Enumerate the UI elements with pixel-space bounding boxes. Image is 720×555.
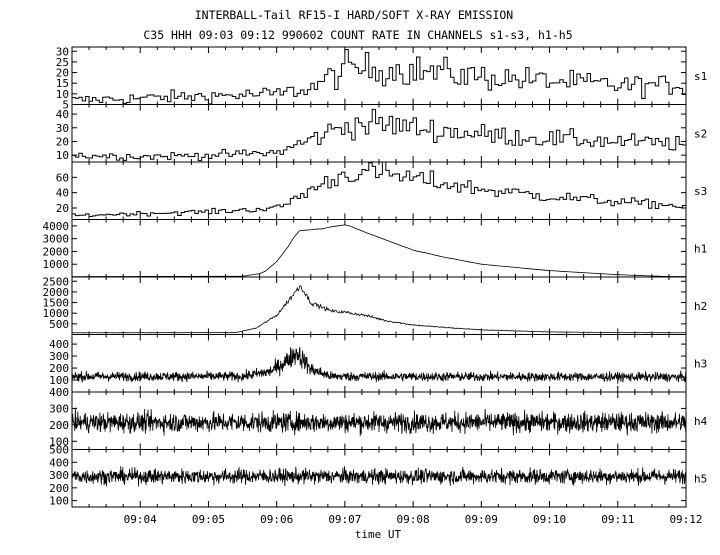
y-tick-label-h4: 300 — [49, 402, 69, 415]
panel-label-s2: s2 — [694, 127, 707, 140]
y-tick-label-s1: 20 — [56, 67, 69, 80]
y-tick-label-s1: 30 — [56, 45, 69, 58]
panel-label-h1: h1 — [694, 242, 707, 255]
y-tick-label-h5: 100 — [49, 495, 69, 508]
y-tick-label-h2: 500 — [49, 318, 69, 331]
x-tick-label: 09:07 — [328, 513, 361, 526]
panel-frame-s3 — [71, 161, 687, 220]
y-tick-label-h5: 300 — [49, 469, 69, 482]
y-tick-label-s2: 20 — [56, 135, 69, 148]
series-s2 — [72, 108, 687, 162]
y-tick-label-h5: 400 — [49, 456, 69, 469]
y-tick-label-h1: 4000 — [43, 220, 70, 233]
panel-label-s3: s3 — [694, 185, 707, 198]
chart-subtitle: C35 HHH 09:03 09:12 990602 COUNT RATE IN… — [143, 28, 572, 42]
y-tick-label-s3: 60 — [56, 171, 69, 184]
x-tick-label: 09:09 — [465, 513, 498, 526]
x-tick-label: 09:12 — [669, 513, 702, 526]
y-tick-label-s1: 5 — [62, 99, 69, 112]
y-tick-label-h4: 200 — [49, 419, 69, 432]
y-tick-label-h1: 3000 — [43, 233, 70, 246]
y-tick-label-h4: 100 — [49, 435, 69, 448]
y-tick-label-h3: 400 — [49, 338, 69, 351]
y-tick-label-s1: 10 — [56, 88, 69, 101]
chart-title: INTERBALL-Tail RF15-I HARD/SOFT X-RAY EM… — [195, 8, 514, 22]
y-tick-label-h2: 2000 — [43, 286, 70, 299]
series-h4 — [71, 407, 687, 437]
panel-label-h5: h5 — [694, 472, 707, 485]
panel-label-h2: h2 — [694, 300, 707, 313]
y-tick-label-h2: 2500 — [43, 275, 70, 288]
panel-h4: 100 200 300 400 h4 — [49, 386, 708, 450]
panel-label-h4: h4 — [694, 415, 708, 428]
series-s3 — [72, 161, 687, 218]
y-tick-label-h5: 500 — [49, 444, 69, 457]
series-s1 — [72, 49, 687, 105]
panel-frame-h2 — [71, 276, 687, 335]
series-h5 — [71, 466, 687, 487]
panel-s3: 20 40 60 s3 — [56, 161, 707, 220]
y-tick-label-s1: 25 — [56, 56, 69, 69]
y-tick-label-h2: 1500 — [43, 297, 70, 310]
series-h3 — [71, 347, 687, 384]
series-h1 — [71, 224, 686, 278]
y-tick-label-h3: 200 — [49, 362, 69, 375]
y-tick-label-s2: 30 — [56, 122, 69, 135]
x-tick-label: 09:04 — [124, 513, 157, 526]
y-tick-label-s3: 20 — [56, 202, 69, 215]
x-axis-label: time UT — [355, 528, 402, 541]
y-tick-label-h2: 1000 — [43, 307, 70, 320]
x-tick-label: 09:10 — [533, 513, 566, 526]
panel-frame-s2 — [71, 104, 687, 163]
y-tick-label-h3: 100 — [49, 374, 69, 387]
panel-frame-h1 — [71, 219, 687, 278]
y-tick-label-h1: 1000 — [43, 258, 70, 271]
x-tick-label: 09:11 — [601, 513, 634, 526]
y-tick-label-h5: 200 — [49, 482, 69, 495]
y-tick-label-s1: 15 — [56, 77, 69, 90]
y-tick-label-h3: 300 — [49, 350, 69, 363]
panel-frame-h3 — [71, 334, 687, 393]
y-tick-label-h1: 2000 — [43, 245, 70, 258]
panels: 51015202530s110203040s2204060s3100020003… — [43, 45, 708, 526]
x-tick-label: 09:08 — [397, 513, 430, 526]
y-tick-label-s2: 40 — [56, 108, 69, 121]
series-h2 — [71, 285, 687, 334]
y-tick-label-h4: 400 — [49, 386, 69, 399]
y-tick-label-s3: 40 — [56, 187, 69, 200]
panel-label-h3: h3 — [694, 357, 707, 370]
x-tick-label: 09:05 — [192, 513, 225, 526]
y-tick-label-s2: 10 — [56, 149, 69, 162]
x-tick-label: 09:06 — [260, 513, 293, 526]
panel-label-s1: s1 — [694, 70, 707, 83]
